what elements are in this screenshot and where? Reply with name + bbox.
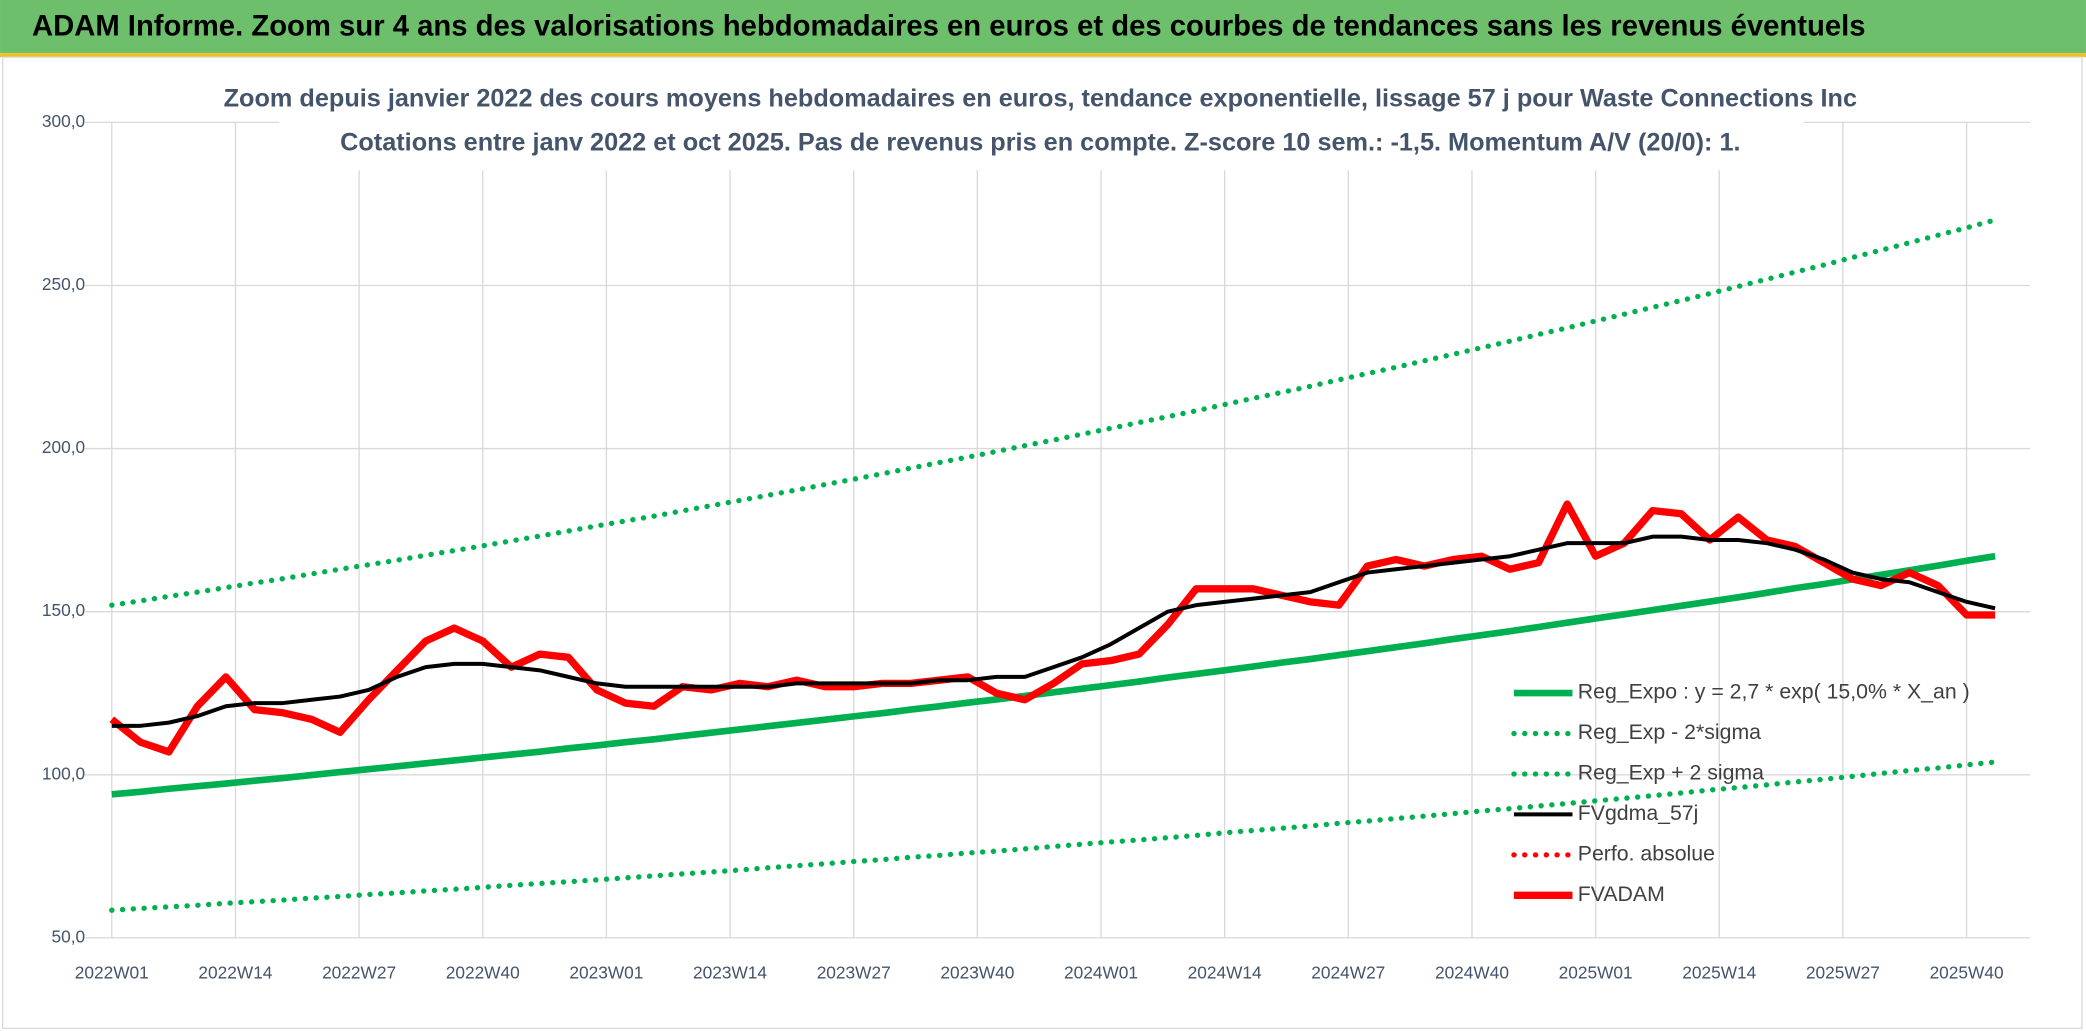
title-box [279, 77, 1804, 171]
series-line [109, 500, 1996, 756]
legend-label: Perfo. absolue [1578, 841, 1715, 865]
legend-label: FVgdma_57j [1578, 801, 1699, 825]
chart-subtitle: Cotations entre janv 2022 et oct 2025. P… [340, 128, 1740, 156]
series-line [109, 759, 1998, 913]
x-tick-label: 2022W27 [322, 962, 396, 982]
legend-label: Reg_Expo : y = 2,7 * exp( 15,0% * X_an ) [1578, 680, 1970, 704]
x-tick-label: 2023W01 [569, 962, 643, 982]
x-tick-label: 2024W14 [1188, 962, 1262, 982]
x-tick-label: 2024W40 [1435, 962, 1509, 982]
x-tick-label: 2023W27 [817, 962, 891, 982]
x-tick-label: 2022W14 [198, 962, 272, 982]
x-tick-label: 2022W01 [75, 962, 149, 982]
header-rule [0, 53, 2086, 58]
x-tick-label: 2025W01 [1559, 962, 1633, 982]
x-tick-label: 2025W27 [1806, 962, 1880, 982]
plot-area: 50,0 100,0 150,0 200,0 250,0 300,0 2022W01 2022… [42, 111, 2031, 982]
legend-label: FVADAM [1578, 882, 1665, 906]
series-line [111, 534, 1996, 728]
y-tick-label: 150,0 [42, 600, 85, 620]
x-tick-label: 2023W40 [940, 962, 1014, 982]
y-tick-label: 100,0 [42, 763, 85, 783]
x-tick-label: 2022W40 [446, 962, 520, 982]
x-tick-label: 2024W27 [1311, 962, 1385, 982]
x-tick-label: 2025W40 [1930, 962, 2004, 982]
header-band [0, 0, 2086, 54]
chart-frame [2, 56, 2083, 1030]
legend-label: Reg_Exp + 2 sigma [1578, 761, 1764, 785]
x-tick-label: 2023W14 [693, 962, 767, 982]
y-tick-label: 200,0 [42, 437, 85, 457]
series-line [111, 552, 1996, 798]
chart-title: Zoom depuis janvier 2022 des cours moyen… [224, 84, 1857, 112]
x-tick-label: 2024W01 [1064, 962, 1138, 982]
x-tick-label: 2025W14 [1682, 962, 1756, 982]
y-tick-label: 300,0 [42, 111, 85, 131]
y-tick-label: 50,0 [52, 926, 86, 946]
legend: Reg_Expo : y = 2,7 * exp( 15,0% * X_an )… [1511, 680, 1970, 906]
y-tick-label: 250,0 [42, 274, 85, 294]
legend-label: Reg_Exp - 2*sigma [1578, 720, 1761, 744]
header-title: ADAM Informe. Zoom sur 4 ans des valoris… [32, 11, 1866, 43]
